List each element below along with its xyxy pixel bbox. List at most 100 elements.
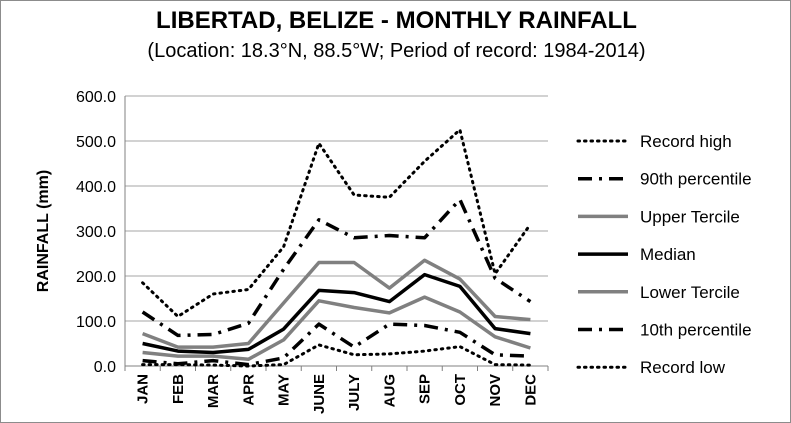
data-point-upper-tercile bbox=[317, 261, 320, 264]
data-point-lower-tercile bbox=[423, 296, 426, 299]
data-point-upper-tercile bbox=[494, 315, 497, 318]
data-point-record-low bbox=[317, 343, 320, 346]
data-point-median bbox=[388, 300, 391, 303]
data-point-upper-tercile bbox=[282, 302, 285, 305]
x-tick-label: JAN bbox=[135, 374, 152, 404]
data-point-10th-percentile bbox=[529, 355, 532, 358]
data-point-record-high bbox=[494, 272, 497, 275]
data-point-90th-percentile bbox=[494, 277, 497, 280]
data-point-upper-tercile bbox=[423, 259, 426, 262]
data-point-upper-tercile bbox=[458, 278, 461, 281]
y-tick-label: 300.0 bbox=[76, 224, 116, 241]
data-point-90th-percentile bbox=[388, 234, 391, 237]
x-tick-label: SEP bbox=[417, 374, 434, 404]
legend-label-median: Median bbox=[640, 245, 696, 264]
legend-label-record-high: Record high bbox=[640, 132, 732, 151]
data-point-median bbox=[529, 332, 532, 335]
legend-label-lower-tercile: Lower Tercile bbox=[640, 283, 740, 302]
data-point-record-high bbox=[247, 288, 250, 291]
data-point-record-high bbox=[317, 142, 320, 145]
series-line-upper-tercile bbox=[141, 258, 531, 349]
y-axis-label: RAINFALL (mm) bbox=[35, 170, 52, 292]
data-point-median bbox=[212, 351, 215, 354]
data-point-record-low bbox=[141, 363, 144, 366]
data-point-lower-tercile bbox=[458, 311, 461, 314]
data-point-upper-tercile bbox=[176, 346, 179, 349]
data-point-record-low bbox=[176, 363, 179, 366]
data-point-upper-tercile bbox=[529, 318, 532, 321]
legend-label-10th-percentile: 10th percentile bbox=[640, 321, 752, 340]
data-point-lower-tercile bbox=[212, 355, 215, 358]
y-tick-label: 0.0 bbox=[94, 359, 116, 376]
data-point-record-high bbox=[282, 245, 285, 248]
data-point-record-high bbox=[141, 281, 144, 284]
data-point-90th-percentile bbox=[353, 236, 356, 239]
y-tick-label: 100.0 bbox=[76, 314, 116, 331]
data-point-record-low bbox=[282, 363, 285, 366]
data-point-90th-percentile bbox=[141, 311, 144, 314]
data-point-record-high bbox=[388, 196, 391, 199]
y-tick-label: 400.0 bbox=[76, 179, 116, 196]
x-tick-label: JULY bbox=[346, 374, 363, 411]
series-line-median bbox=[142, 272, 531, 355]
x-tick-label: APR bbox=[240, 374, 257, 406]
data-point-lower-tercile bbox=[141, 351, 144, 354]
data-point-10th-percentile bbox=[353, 346, 356, 349]
data-point-record-high bbox=[529, 223, 532, 226]
data-point-10th-percentile bbox=[388, 323, 391, 326]
x-tick-label: FEB bbox=[170, 374, 187, 404]
data-point-median bbox=[423, 273, 426, 276]
series-line-90th-percentile bbox=[141, 197, 532, 338]
data-point-median bbox=[176, 350, 179, 353]
data-point-record-high bbox=[458, 128, 461, 131]
data-point-90th-percentile bbox=[458, 198, 461, 201]
data-point-90th-percentile bbox=[176, 334, 179, 337]
legend-label-record-low: Record low bbox=[640, 358, 726, 377]
x-tick-label: MAY bbox=[276, 374, 293, 406]
data-point-lower-tercile bbox=[529, 347, 532, 350]
data-point-10th-percentile bbox=[458, 331, 461, 334]
data-point-10th-percentile bbox=[141, 359, 144, 362]
series-line-lower-tercile bbox=[142, 295, 531, 362]
legend-label-90th-percentile: 90th percentile bbox=[640, 170, 752, 189]
data-point-upper-tercile bbox=[388, 287, 391, 290]
legend-label-upper-tercile: Upper Tercile bbox=[640, 207, 740, 226]
data-point-10th-percentile bbox=[423, 324, 426, 327]
data-point-10th-percentile bbox=[212, 359, 215, 362]
data-point-record-high bbox=[353, 194, 356, 197]
data-point-90th-percentile bbox=[423, 236, 426, 239]
data-point-record-low bbox=[423, 350, 426, 353]
data-point-90th-percentile bbox=[212, 333, 215, 336]
data-point-record-low bbox=[458, 345, 461, 348]
data-point-upper-tercile bbox=[141, 332, 144, 335]
data-point-record-low bbox=[529, 364, 532, 367]
data-point-90th-percentile bbox=[317, 218, 320, 221]
data-point-record-low bbox=[212, 364, 215, 367]
data-point-90th-percentile bbox=[247, 322, 250, 325]
data-point-upper-tercile bbox=[212, 346, 215, 349]
data-point-median bbox=[458, 285, 461, 288]
x-tick-label: NOV bbox=[487, 374, 504, 407]
data-point-lower-tercile bbox=[282, 338, 285, 341]
y-tick-label: 200.0 bbox=[76, 269, 116, 286]
data-point-median bbox=[282, 328, 285, 331]
data-point-median bbox=[247, 348, 250, 351]
data-point-record-low bbox=[494, 363, 497, 366]
x-tick-label: MAR bbox=[205, 374, 222, 408]
data-point-median bbox=[353, 291, 356, 294]
data-point-10th-percentile bbox=[282, 356, 285, 359]
data-point-lower-tercile bbox=[247, 358, 250, 361]
chart-subtitle: (Location: 18.3°N, 88.5°W; Period of rec… bbox=[147, 40, 646, 62]
data-point-median bbox=[494, 327, 497, 330]
data-point-record-low bbox=[247, 365, 250, 368]
chart-title: LIBERTAD, BELIZE - MONTHLY RAINFALL bbox=[156, 7, 637, 34]
x-tick-label: DEC bbox=[522, 374, 539, 406]
data-point-lower-tercile bbox=[353, 306, 356, 309]
data-point-lower-tercile bbox=[388, 311, 391, 314]
data-point-90th-percentile bbox=[529, 300, 532, 303]
data-point-lower-tercile bbox=[494, 335, 497, 338]
data-point-10th-percentile bbox=[494, 353, 497, 356]
data-point-upper-tercile bbox=[247, 342, 250, 345]
data-point-median bbox=[141, 342, 144, 345]
